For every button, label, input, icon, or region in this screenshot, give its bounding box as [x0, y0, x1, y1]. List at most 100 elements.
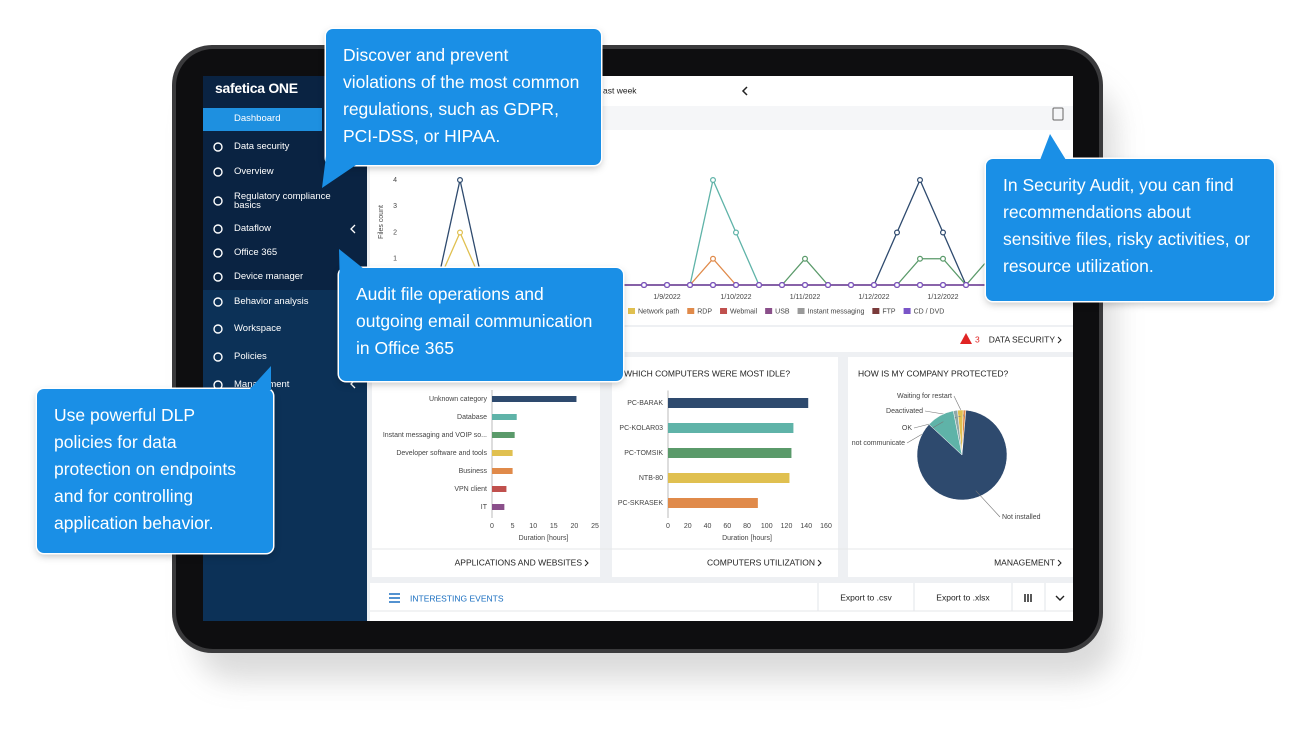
legend-swatch: [872, 308, 880, 314]
x-tick-label: 140: [800, 523, 812, 530]
category-label: PC-SKRASEK: [618, 500, 663, 507]
data-point: [709, 282, 716, 289]
nav-icon: [213, 324, 223, 334]
x-tick-label: 100: [761, 523, 773, 530]
data-point: [824, 282, 831, 289]
data-point: [686, 282, 693, 289]
data-point: [457, 177, 464, 184]
x-tick-label: 1/12/2022: [858, 294, 889, 301]
callout: Use powerful DLP policies for data prote…: [37, 389, 273, 553]
bar: [492, 432, 515, 438]
nav-item[interactable]: Dashboard: [234, 113, 281, 124]
y-axis-label: Files count: [378, 205, 385, 239]
nav-icon: [213, 167, 223, 177]
card: [612, 357, 838, 577]
y-tick-label: 1: [393, 256, 397, 263]
data-point: [801, 282, 808, 289]
legend-label: FTP: [882, 308, 896, 315]
events-bar: [370, 583, 1073, 621]
nav-item[interactable]: Dataflow: [234, 223, 271, 234]
export-csv-button[interactable]: Export to .csv: [840, 592, 892, 602]
data-point: [640, 282, 647, 289]
card-link: APPLICATIONS AND WEBSITES: [455, 557, 583, 567]
events-title: INTERESTING EVENTS: [410, 593, 504, 603]
legend-swatch: [720, 308, 728, 314]
x-tick-label: 20: [571, 523, 579, 530]
x-axis-label: Duration [hours]: [722, 535, 772, 542]
x-tick-label: 1/9/2022: [653, 294, 680, 301]
nav-item[interactable]: Data security: [234, 141, 290, 152]
export-xlsx-button[interactable]: Export to .xlsx: [936, 592, 990, 602]
callout: Discover and prevent violations of the m…: [326, 29, 601, 165]
legend-label: CD / DVD: [914, 308, 945, 315]
nav-icon: [213, 272, 223, 282]
expand-button[interactable]: [1055, 595, 1065, 601]
callout: Audit file operations and outgoing email…: [339, 268, 623, 381]
category-label: Developer software and tools: [396, 450, 487, 457]
nav-item[interactable]: Office 365: [234, 247, 278, 258]
prev-button[interactable]: [741, 86, 748, 96]
data-point: [916, 255, 923, 262]
category-label: VPN client: [454, 486, 487, 493]
legend-swatch: [687, 308, 695, 314]
nav-item[interactable]: Policies: [234, 351, 267, 362]
legend-label: Webmail: [730, 308, 758, 315]
data-point: [755, 282, 762, 289]
nav-item[interactable]: Device manager: [234, 271, 304, 282]
nav-icon: [213, 196, 223, 206]
download-icon[interactable]: [1052, 107, 1064, 121]
bar: [492, 414, 517, 420]
nav-icon: [213, 297, 223, 307]
legend-swatch: [797, 308, 805, 314]
data-point: [663, 282, 670, 289]
legend-label: USB: [775, 308, 790, 315]
collapse-icon[interactable]: [350, 224, 356, 389]
card-link: MANAGEMENT: [994, 557, 1055, 567]
data-security-link[interactable]: DATA SECURITY: [989, 334, 1056, 344]
nav-item[interactable]: Behavior analysis: [234, 296, 309, 307]
category-label: IT: [481, 504, 488, 511]
nav-item[interactable]: Regulatory compliance basics: [234, 191, 331, 211]
data-point: [457, 229, 464, 236]
alert-count: 3: [975, 334, 980, 344]
slice-label: OK: [902, 425, 912, 432]
slice-label: not communicate: [852, 440, 905, 447]
nav-item[interactable]: Management: [234, 379, 290, 390]
bar: [668, 423, 794, 433]
x-tick-label: 120: [781, 523, 793, 530]
category-label: Unknown category: [429, 396, 487, 403]
legend-label: Network path: [638, 308, 679, 315]
legend-swatch: [628, 308, 635, 314]
x-tick-label: 80: [743, 523, 751, 530]
data-point: [893, 229, 900, 236]
data-point: [939, 255, 946, 262]
bar: [492, 486, 507, 492]
legend-label: RDP: [697, 308, 712, 315]
slice-label: Deactivated: [886, 408, 923, 415]
x-tick-label: 15: [550, 523, 558, 530]
period-label: ast week: [603, 85, 637, 95]
y-tick-label: 3: [393, 203, 397, 210]
x-tick-label: 10: [529, 523, 537, 530]
bar: [668, 448, 792, 458]
card: [372, 357, 600, 577]
category-label: PC-TOMSIK: [624, 450, 663, 457]
x-tick-label: 20: [684, 523, 692, 530]
x-tick-label: 25: [591, 523, 599, 530]
active-highlight: [203, 108, 322, 131]
data-point: [939, 282, 946, 289]
nav-item[interactable]: Overview: [234, 166, 274, 177]
data-point: [916, 282, 923, 289]
bar: [492, 450, 513, 456]
columns-button[interactable]: [1024, 594, 1032, 602]
x-tick-label: 1/11/2022: [790, 294, 821, 301]
warning-icon: [960, 333, 972, 344]
x-axis-label: Duration [hours]: [519, 535, 569, 542]
y-tick-label: 2: [393, 229, 397, 236]
bar: [668, 398, 809, 408]
nav-item[interactable]: Workspace: [234, 323, 282, 334]
data-point: [709, 177, 716, 184]
category-label: Business: [459, 468, 488, 475]
